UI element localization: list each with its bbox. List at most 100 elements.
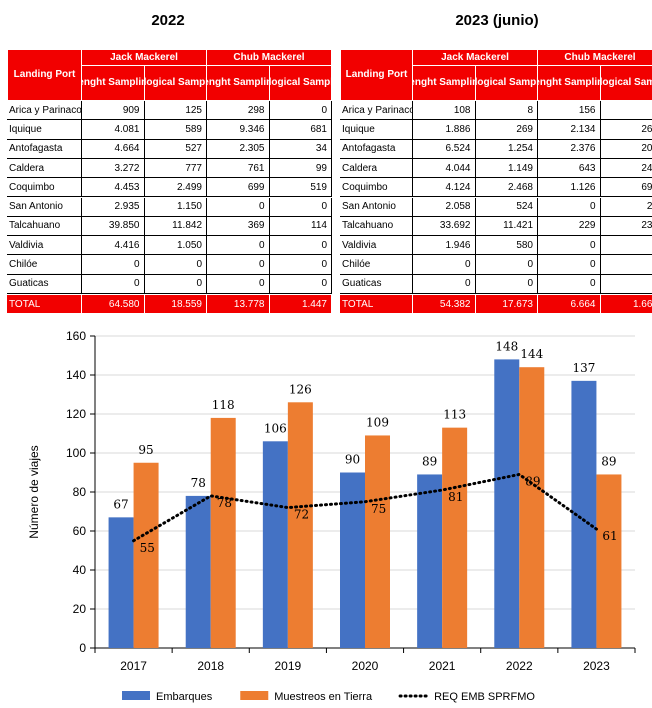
value-cell: 229: [538, 216, 601, 237]
data-label: 89: [525, 474, 540, 488]
x-tick-label: 2019: [275, 659, 302, 673]
bar: [185, 495, 211, 648]
port-cell: Chilóe: [340, 255, 413, 275]
data-label: 55: [140, 541, 155, 555]
data-label: 106: [264, 421, 287, 435]
port-cell: Guaticas: [7, 274, 82, 294]
x-tick-label: 2018: [197, 659, 224, 673]
bar: [365, 435, 390, 648]
value-cell: 4.044: [413, 158, 476, 179]
value-cell: 33.692: [413, 216, 476, 237]
sub-header: Biological Sampling: [600, 66, 652, 101]
x-tick-label: 2020: [352, 659, 379, 673]
value-cell: 643: [538, 158, 601, 179]
legend-swatch: [240, 691, 269, 700]
value-cell: 4.416: [82, 236, 145, 256]
total-label: TOTAL: [7, 295, 82, 314]
value-cell: 0: [269, 197, 332, 217]
value-cell: 0: [269, 236, 332, 256]
sub-header: Biological Sampling: [144, 66, 207, 101]
bar: [262, 441, 288, 648]
value-cell: 0: [538, 274, 601, 294]
value-cell: 99: [269, 158, 332, 179]
port-cell: Arica y Parinacota: [340, 101, 413, 121]
value-cell: 0: [207, 255, 270, 275]
data-label: 137: [572, 361, 595, 375]
total-value: 18.559: [144, 295, 207, 314]
value-cell: 2.935: [82, 197, 145, 217]
value-cell: 589: [144, 120, 207, 140]
value-cell: 9.346: [207, 120, 270, 140]
port-cell: Iquique: [7, 120, 82, 140]
y-tick-label: 120: [66, 407, 86, 421]
data-label: 78: [217, 496, 232, 510]
total-value: 64.580: [82, 295, 145, 314]
data-label: 109: [366, 415, 389, 429]
value-cell: 265: [600, 120, 652, 140]
value-cell: 2.134: [538, 120, 601, 140]
value-cell: 2.376: [538, 139, 601, 159]
value-cell: 580: [475, 236, 538, 256]
value-cell: 0: [269, 255, 332, 275]
value-cell: 39.850: [82, 216, 145, 237]
header-cell: Landing Port: [340, 50, 413, 101]
header-cell: Landing Port: [7, 50, 82, 101]
x-tick-label: 2021: [429, 659, 456, 673]
value-cell: 269: [475, 120, 538, 140]
value-cell: 11.842: [144, 216, 207, 237]
value-cell: 0: [269, 274, 332, 294]
y-tick-label: 140: [66, 368, 86, 382]
x-tick-label: 2023: [583, 659, 610, 673]
port-cell: Guaticas: [340, 274, 413, 294]
table-title: 2023 (junio): [455, 12, 539, 29]
total-value: 17.673: [475, 295, 538, 314]
value-cell: 22: [600, 198, 652, 217]
value-cell: 0: [538, 197, 601, 217]
value-cell: 234: [600, 217, 652, 237]
value-cell: 0: [207, 197, 270, 217]
x-tick-label: 2017: [120, 659, 147, 673]
value-cell: 0: [207, 274, 270, 294]
total-value: 54.382: [413, 295, 476, 314]
total-value: 6.664: [538, 295, 601, 314]
port-cell: San Antonio: [340, 197, 413, 217]
sub-header: Lenght Sampling: [207, 66, 270, 101]
port-cell: Antofagasta: [340, 139, 413, 159]
data-label: 81: [448, 490, 463, 504]
y-tick-label: 40: [73, 563, 87, 577]
value-cell: 34: [269, 139, 332, 159]
value-cell: 108: [413, 101, 476, 121]
x-tick-label: 2022: [506, 659, 533, 673]
value-cell: 699: [207, 178, 270, 198]
data-label: 89: [601, 454, 616, 468]
value-cell: 0: [413, 274, 476, 294]
bar: [494, 359, 520, 648]
data-label: 67: [113, 497, 128, 511]
value-cell: 3.272: [82, 158, 145, 179]
port-cell: Arica y Parinacota: [7, 101, 82, 121]
value-cell: 0: [600, 275, 652, 294]
value-cell: 2.499: [144, 178, 207, 198]
value-cell: 114: [269, 216, 332, 237]
value-cell: [600, 101, 652, 121]
value-cell: 519: [269, 178, 332, 198]
data-label: 126: [289, 382, 312, 396]
value-cell: 681: [269, 120, 332, 140]
data-label: 118: [212, 398, 235, 412]
data-label: 148: [495, 339, 518, 353]
port-cell: Valdivia: [340, 236, 413, 256]
value-cell: 0: [82, 274, 145, 294]
value-cell: 244: [600, 159, 652, 179]
sub-header: Lenght Sampling: [413, 66, 476, 101]
y-tick-label: 20: [73, 602, 87, 616]
value-cell: 0: [144, 255, 207, 275]
value-cell: 691: [600, 178, 652, 198]
data-label: 90: [345, 453, 360, 467]
value-cell: 1.886: [413, 120, 476, 140]
total-value: 1.447: [269, 295, 332, 314]
port-cell: San Antonio: [7, 197, 82, 217]
group-header: Jack Mackerel: [413, 50, 538, 66]
port-cell: Talcahuano: [7, 216, 82, 237]
